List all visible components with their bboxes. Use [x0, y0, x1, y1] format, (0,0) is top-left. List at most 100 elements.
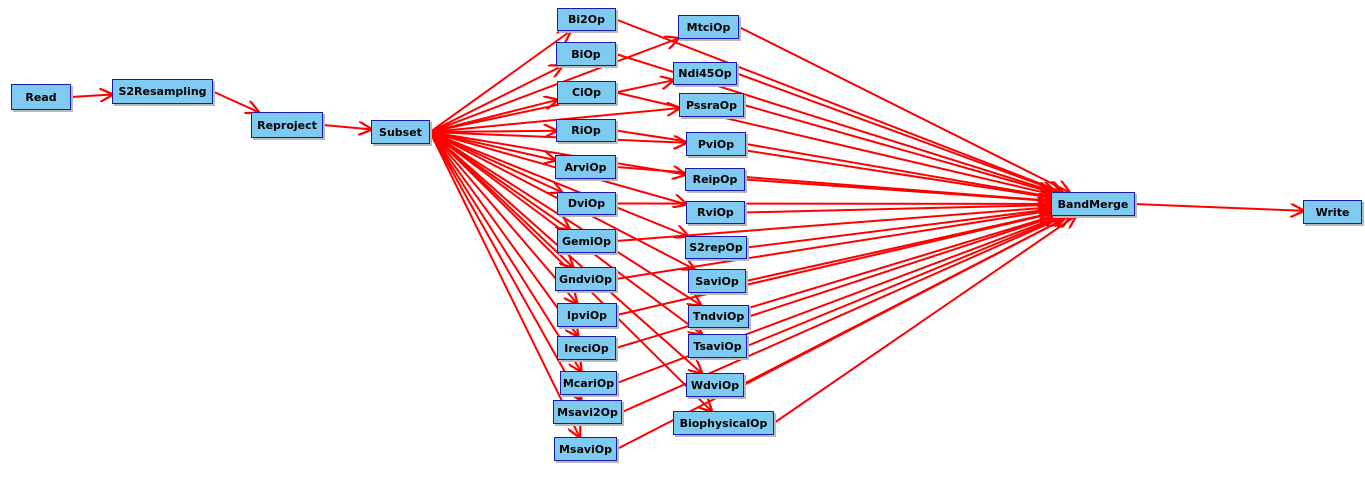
node-label: Msavi2Op [557, 405, 618, 419]
node-ipvi-op[interactable]: IpviOp [557, 303, 617, 327]
node-label: Bi2Op [567, 13, 606, 26]
node-label: Read [25, 90, 57, 104]
node-label: IpviOp [566, 308, 608, 322]
node-arvi-op[interactable]: ArviOp [555, 155, 616, 179]
edge-bi2-op-to-band-merge [615, 18, 1062, 193]
edge-subset-to-bi-op [429, 66, 562, 133]
node-msavi2-op[interactable]: Msavi2Op [553, 400, 622, 424]
edge-subset-to-bi2-op [429, 31, 571, 133]
edge-subset-to-ipvi-op [429, 131, 577, 303]
edge-subset-to-tndvi-op [429, 131, 701, 305]
node-pvi-op[interactable]: PviOp [686, 132, 746, 156]
node-label: MtciOp [686, 20, 731, 34]
node-subset[interactable]: Subset [371, 120, 430, 144]
node-label: MsaviOp [558, 442, 613, 456]
node-mcari-op[interactable]: McariOp [560, 371, 617, 395]
node-label: IreciOp [564, 341, 609, 355]
node-label: Reproject [257, 118, 317, 132]
node-label: SaviOp [695, 274, 739, 288]
edge-tndvi-op-to-band-merge [748, 216, 1056, 318]
node-write[interactable]: Write [1303, 200, 1362, 224]
node-ri-op[interactable]: RiOp [556, 119, 616, 142]
node-label: ReipOp [692, 173, 738, 186]
edge-ipvi-op-to-band-merge [616, 214, 1051, 316]
node-label: McariOp [562, 376, 615, 390]
edge-subset-to-dvi-op [429, 131, 561, 192]
node-label: BiophysicalOp [679, 416, 768, 430]
node-rvi-op[interactable]: RviOp [686, 201, 745, 224]
edge-s2rep-op-to-band-merge [746, 209, 1051, 249]
node-label: WdviOp [690, 378, 740, 392]
edge-ndi45-op-to-band-merge [736, 72, 1060, 193]
node-label: PviOp [697, 137, 735, 151]
edge-pvi-op-to-band-merge [745, 143, 1051, 197]
node-label: GemiOp [562, 234, 611, 248]
node-msavi-op[interactable]: MsaviOp [554, 437, 617, 461]
node-ci-op[interactable]: CiOp [557, 81, 616, 104]
node-savi-op[interactable]: SaviOp [688, 269, 746, 293]
edge-subset-to-pssra-op [429, 108, 679, 133]
edge-subset-to-ndi45-op [429, 80, 673, 133]
edge-savi-op-to-band-merge [745, 213, 1051, 282]
node-reproject[interactable]: Reproject [251, 112, 323, 138]
edge-subset-to-arvi-op [429, 131, 555, 160]
node-gndvi-op[interactable]: GndviOp [555, 267, 616, 291]
node-ndi45-op[interactable]: Ndi45Op [673, 62, 737, 85]
node-bi2-op[interactable]: Bi2Op [557, 8, 616, 31]
node-label: RiOp [571, 124, 601, 137]
edge-subset-to-ireci-op [429, 131, 578, 336]
node-label: Ndi45Op [678, 67, 732, 80]
node-bi-op[interactable]: BiOp [556, 42, 616, 66]
edge-pssra-op-to-band-merge [743, 104, 1051, 192]
edge-wdvi-op-to-band-merge [743, 216, 1070, 386]
edge-subset-to-mtci-op [429, 38, 678, 133]
node-label: CiOp [571, 86, 602, 99]
edge-subset-to-ri-op [429, 131, 556, 132]
node-label: TndviOp [692, 310, 745, 323]
edge-rvi-op-to-band-merge [744, 205, 1051, 214]
node-tsavi-op[interactable]: TsaviOp [688, 334, 747, 358]
edge-biophysical-op-to-band-merge [773, 216, 1076, 424]
node-ireci-op[interactable]: IreciOp [557, 336, 616, 360]
node-tndvi-op[interactable]: TndviOp [688, 305, 749, 328]
edge-mtci-op-to-band-merge [738, 26, 1069, 192]
node-s2-resampling[interactable]: S2Resampling [112, 79, 213, 104]
node-reip-op[interactable]: ReipOp [685, 168, 745, 191]
node-wdvi-op[interactable]: WdviOp [686, 373, 744, 397]
node-pssra-op[interactable]: PssraOp [679, 93, 744, 117]
edge-subset-to-msavi-op [429, 131, 580, 437]
node-label: BandMerge [1057, 197, 1129, 211]
node-label: PssraOp [685, 98, 738, 112]
node-s2rep-op[interactable]: S2repOp [685, 236, 747, 259]
edge-band-merge-to-write [1134, 203, 1303, 211]
edge-subset-to-reip-op [429, 131, 685, 175]
edge-subset-to-s2rep-op [429, 131, 688, 236]
edge-gemi-op-to-band-merge [615, 207, 1051, 242]
node-read[interactable]: Read [11, 84, 71, 110]
edge-reip-op-to-band-merge [744, 178, 1051, 202]
node-label: DviOp [567, 197, 606, 210]
node-gemi-op[interactable]: GemiOp [557, 229, 616, 253]
edge-subset-to-msavi2-op [429, 131, 581, 400]
node-label: GndviOp [559, 272, 612, 286]
edge-subset-to-mcari-op [429, 131, 581, 371]
node-label: Write [1315, 205, 1350, 219]
node-label: ArviOp [564, 160, 607, 174]
node-label: RviOp [697, 206, 734, 219]
node-biophysical-op[interactable]: BiophysicalOp [673, 411, 774, 435]
node-band-merge[interactable]: BandMerge [1051, 192, 1135, 216]
node-label: S2Resampling [118, 85, 207, 98]
node-label: TsaviOp [693, 339, 742, 353]
node-dvi-op[interactable]: DviOp [557, 192, 616, 215]
edge-tsavi-op-to-band-merge [746, 216, 1064, 347]
edge-read-to-s2-resampling [70, 95, 112, 97]
edge-s2-resampling-to-reproject [212, 90, 258, 113]
edge-reproject-to-subset [322, 125, 371, 129]
node-label: Subset [379, 125, 422, 139]
node-label: S2repOp [689, 241, 743, 254]
node-label: BiOp [571, 47, 601, 61]
node-mtci-op[interactable]: MtciOp [678, 15, 739, 39]
edge-gndvi-op-to-band-merge [615, 211, 1051, 280]
